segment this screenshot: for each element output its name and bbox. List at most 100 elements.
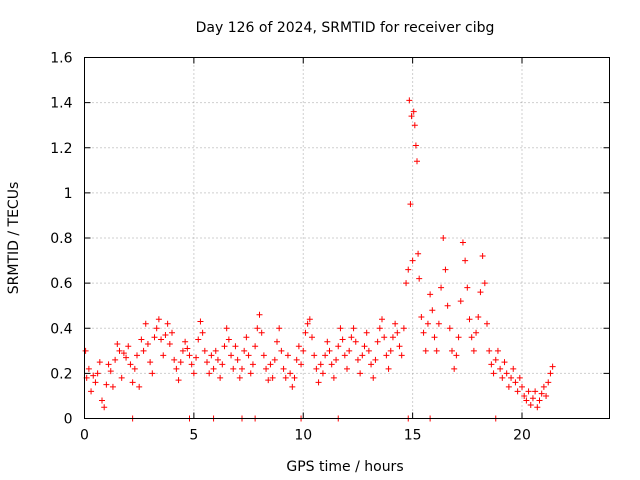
data-point xyxy=(344,365,350,372)
data-point xyxy=(330,374,337,381)
data-point xyxy=(466,316,473,323)
data-point xyxy=(468,334,475,341)
data-point xyxy=(236,374,243,381)
data-point xyxy=(453,352,460,359)
data-point xyxy=(505,383,512,390)
data-point xyxy=(427,291,434,298)
data-point xyxy=(543,392,550,399)
y-axis-label: SRMTID / TECUs xyxy=(6,182,22,295)
data-point xyxy=(175,377,182,384)
data-point xyxy=(501,359,508,366)
data-point xyxy=(177,359,184,366)
data-point xyxy=(477,289,484,296)
y-tick-label: 1 xyxy=(64,186,73,202)
data-point xyxy=(309,334,315,341)
data-point xyxy=(341,352,348,359)
data-point xyxy=(125,343,132,350)
data-point xyxy=(510,365,517,372)
data-point xyxy=(532,388,539,395)
data-point xyxy=(335,343,342,350)
data-point xyxy=(241,347,248,354)
data-point xyxy=(479,253,486,260)
data-point xyxy=(306,316,313,323)
data-point xyxy=(252,343,259,350)
data-point xyxy=(302,329,309,336)
data-point xyxy=(451,365,458,372)
data-point xyxy=(464,284,471,291)
data-point xyxy=(416,275,423,282)
data-point xyxy=(516,374,523,381)
data-point xyxy=(346,347,353,354)
data-point xyxy=(186,352,193,359)
data-point xyxy=(319,370,326,377)
data-point xyxy=(385,365,392,372)
data-point xyxy=(274,338,280,345)
data-point xyxy=(221,343,228,350)
data-point xyxy=(523,397,530,404)
data-point xyxy=(403,280,410,287)
data-point xyxy=(109,383,116,390)
data-point xyxy=(322,352,329,359)
data-point xyxy=(490,370,497,377)
data-point xyxy=(169,329,175,336)
data-point xyxy=(173,365,180,372)
data-point xyxy=(199,329,206,336)
data-point xyxy=(370,374,377,381)
y-tick-label: 1.4 xyxy=(50,96,72,112)
data-point xyxy=(114,341,121,348)
data-point xyxy=(311,352,318,359)
data-point xyxy=(481,280,488,287)
y-tick-label: 1.6 xyxy=(50,51,72,67)
data-point xyxy=(326,347,333,354)
data-point xyxy=(162,332,169,339)
data-point xyxy=(136,383,143,390)
data-point xyxy=(134,352,140,359)
data-point xyxy=(392,320,399,327)
data-point xyxy=(446,325,453,332)
data-point xyxy=(232,343,239,350)
data-point xyxy=(368,361,375,368)
data-point xyxy=(508,374,515,381)
data-point xyxy=(442,266,449,273)
data-point xyxy=(149,370,156,377)
data-point xyxy=(105,361,112,368)
data-point xyxy=(225,336,232,343)
grid-lines xyxy=(84,57,610,419)
data-point xyxy=(197,318,204,325)
data-point xyxy=(138,336,145,343)
data-point xyxy=(107,368,114,375)
data-point xyxy=(359,352,366,359)
data-point xyxy=(365,347,372,354)
data-point xyxy=(354,356,361,363)
data-point xyxy=(263,365,270,372)
data-point xyxy=(228,352,235,359)
data-point xyxy=(497,365,504,372)
data-point xyxy=(328,361,335,368)
data-point xyxy=(99,397,105,404)
data-point xyxy=(127,361,134,368)
data-point xyxy=(455,334,462,341)
data-point xyxy=(193,354,200,361)
data-point xyxy=(424,320,431,327)
data-point xyxy=(254,325,261,332)
data-point xyxy=(547,370,554,377)
data-point xyxy=(418,313,425,320)
data-point xyxy=(352,338,359,345)
data-point xyxy=(278,347,285,354)
y-tick-label: 0.6 xyxy=(50,276,72,292)
data-point xyxy=(438,284,445,291)
data-point xyxy=(291,374,298,381)
data-point xyxy=(90,372,97,379)
data-point xyxy=(411,122,418,129)
chart-title: Day 126 of 2024, SRMTID for receiver cib… xyxy=(196,20,495,36)
data-point xyxy=(206,370,213,377)
data-point xyxy=(333,356,340,363)
data-point xyxy=(389,334,396,341)
data-point xyxy=(123,354,130,361)
y-tick-label: 1.2 xyxy=(50,141,72,157)
data-point xyxy=(315,379,322,386)
data-point xyxy=(171,356,178,363)
data-point xyxy=(549,363,556,370)
data-point xyxy=(521,392,528,399)
data-point xyxy=(298,361,305,368)
